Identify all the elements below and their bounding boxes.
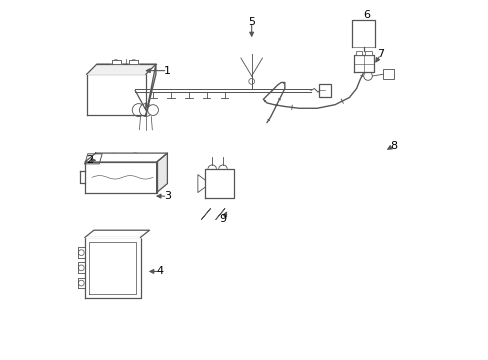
Text: 7: 7 — [376, 49, 384, 59]
Polygon shape — [85, 162, 156, 193]
Polygon shape — [86, 64, 156, 74]
Circle shape — [147, 105, 158, 116]
Text: 2: 2 — [86, 155, 93, 165]
Text: 6: 6 — [362, 10, 369, 20]
Circle shape — [78, 280, 84, 286]
Polygon shape — [156, 153, 167, 193]
Circle shape — [113, 59, 118, 64]
Circle shape — [93, 155, 98, 160]
Text: 8: 8 — [389, 141, 396, 151]
Circle shape — [218, 165, 227, 174]
Circle shape — [121, 256, 126, 261]
Polygon shape — [85, 237, 140, 298]
Polygon shape — [353, 55, 373, 72]
Text: 4: 4 — [156, 266, 163, 276]
Circle shape — [93, 156, 98, 161]
Polygon shape — [129, 60, 138, 64]
Circle shape — [78, 250, 84, 256]
Circle shape — [78, 265, 84, 271]
Circle shape — [131, 59, 136, 64]
Circle shape — [363, 72, 371, 80]
Circle shape — [118, 156, 123, 161]
Circle shape — [139, 104, 152, 117]
Circle shape — [101, 273, 108, 280]
Polygon shape — [204, 169, 233, 198]
Polygon shape — [85, 153, 167, 162]
Circle shape — [248, 78, 254, 84]
Circle shape — [111, 153, 116, 158]
Circle shape — [132, 152, 137, 157]
Polygon shape — [145, 64, 156, 116]
Circle shape — [207, 165, 216, 174]
Text: 5: 5 — [248, 17, 255, 27]
Bar — [383, 69, 393, 79]
Circle shape — [148, 154, 153, 159]
Bar — [355, 51, 361, 55]
Polygon shape — [85, 154, 102, 164]
Text: 3: 3 — [163, 191, 170, 201]
Text: 1: 1 — [163, 66, 170, 76]
Polygon shape — [111, 60, 120, 64]
Text: 9: 9 — [219, 215, 226, 224]
Bar — [365, 51, 371, 55]
Circle shape — [132, 104, 145, 117]
Polygon shape — [86, 74, 145, 116]
Bar — [319, 84, 330, 97]
